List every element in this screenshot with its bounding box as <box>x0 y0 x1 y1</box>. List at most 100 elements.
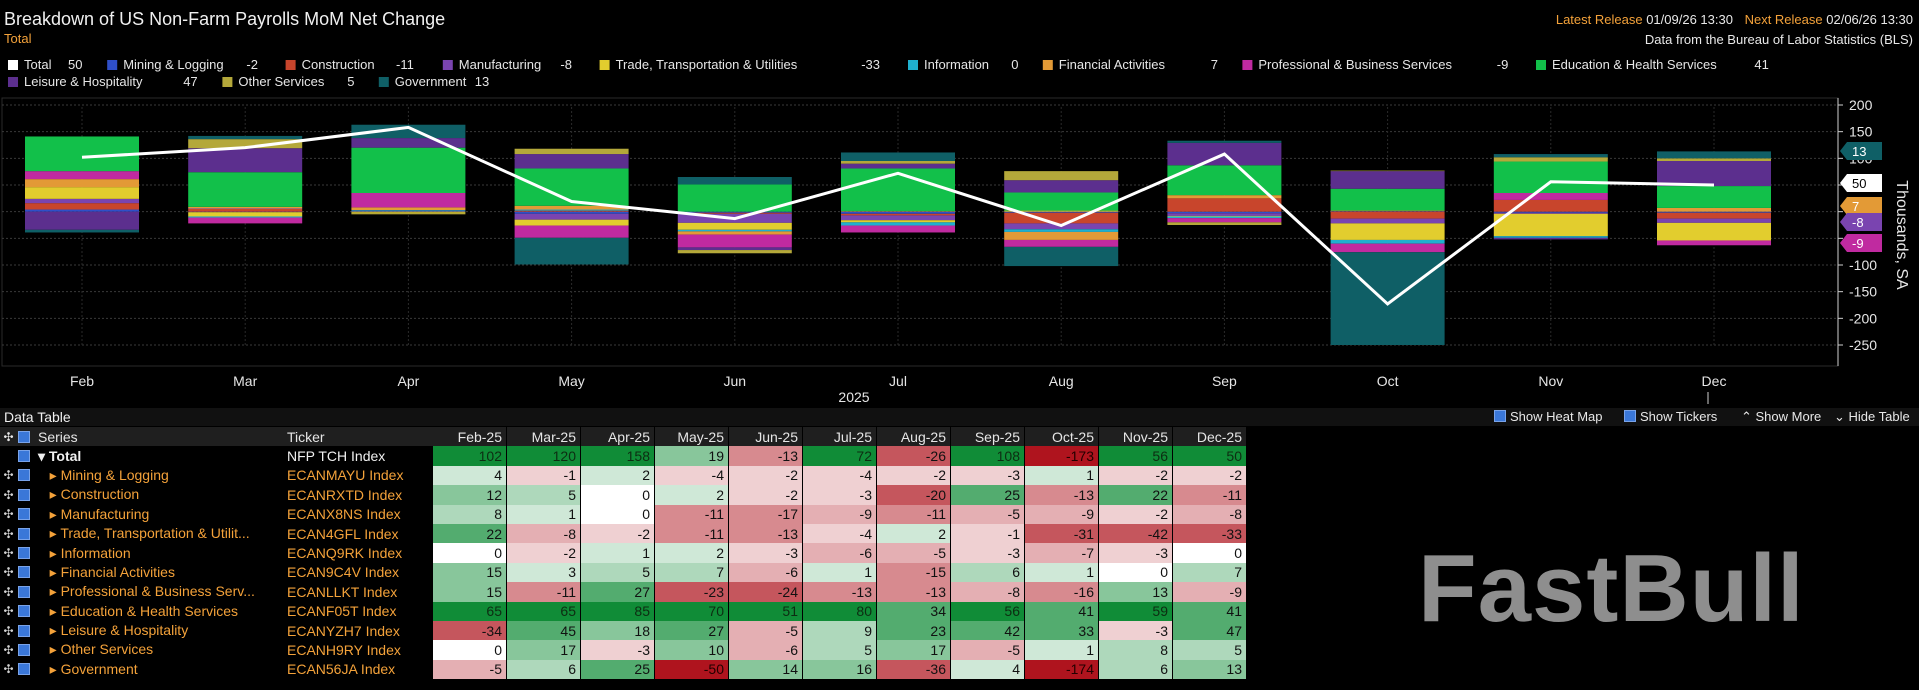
bar-segment <box>1657 211 1771 213</box>
ticker-column-header: Ticker <box>283 427 433 447</box>
legend-label: Information <box>924 57 989 72</box>
bar-segment <box>514 225 629 238</box>
row-checkbox[interactable] <box>17 543 34 562</box>
row-checkbox[interactable] <box>17 505 34 524</box>
table-row: ✣ ▸ Government ECAN56JA Index -5 6 25 -50 14 16… <box>0 659 1247 680</box>
row-checkbox[interactable] <box>17 485 34 504</box>
blank-cell <box>0 446 17 465</box>
series-name[interactable]: ▸ Construction <box>38 486 140 503</box>
legend-label: Manufacturing <box>459 57 541 72</box>
value-cell: -3 <box>580 640 655 660</box>
bar-segment <box>1004 239 1119 247</box>
value-cell: 16 <box>802 659 877 680</box>
series-name[interactable]: ▸ Leisure & Hospitality <box>38 622 189 639</box>
legend-value: 0 <box>1011 57 1018 72</box>
series-name[interactable]: ▸ Government <box>38 660 138 677</box>
move-row-icon[interactable]: ✣ <box>3 507 14 522</box>
x-year-label: 2025 <box>838 389 869 405</box>
move-row-icon[interactable]: ✣ <box>3 546 14 561</box>
move-row-icon[interactable]: ✣ <box>3 662 14 677</box>
move-row-icon[interactable]: ✣ <box>3 642 14 657</box>
legend-value: 47 <box>183 74 197 89</box>
series-name[interactable]: ▾ Total <box>38 447 82 464</box>
select-all-checkbox[interactable] <box>17 427 34 447</box>
x-tick-label: Apr <box>398 373 420 389</box>
legend-swatch <box>1536 60 1546 70</box>
legend-label: Other Services <box>238 74 324 89</box>
bar-segment <box>351 212 466 215</box>
move-all-icon[interactable]: ✣ <box>0 427 17 447</box>
value-cell: -6 <box>728 640 803 660</box>
move-row-icon[interactable]: ✣ <box>3 487 14 502</box>
bar-segment <box>677 212 792 214</box>
value-cell: 19 <box>654 446 729 466</box>
value-cell: -13 <box>728 523 803 544</box>
move-row-icon[interactable]: ✣ <box>3 623 14 638</box>
row-checkbox[interactable] <box>17 582 34 601</box>
row-checkbox[interactable] <box>17 524 34 543</box>
value-cell: -6 <box>728 562 803 583</box>
bar-segment <box>1004 171 1119 181</box>
show-heat-map-toggle[interactable]: Show Heat Map <box>1494 409 1603 424</box>
show-more-button[interactable]: ⌃ Show More <box>1741 409 1821 425</box>
row-checkbox[interactable] <box>17 602 34 621</box>
bar-segment <box>188 211 303 213</box>
checkbox-icon <box>17 585 30 598</box>
series-name[interactable]: ▸ Financial Activities <box>38 563 175 580</box>
legend-swatch <box>285 60 296 70</box>
move-row-icon[interactable]: ✣ <box>3 604 14 619</box>
row-checkbox[interactable] <box>17 660 34 679</box>
value-cell: 108 <box>950 446 1025 466</box>
series-name[interactable]: ▸ Mining & Logging <box>38 466 169 483</box>
bar-segment <box>1657 207 1771 212</box>
bar-segment <box>1330 239 1445 244</box>
value-cell: 65 <box>506 601 581 621</box>
row-checkbox[interactable] <box>17 446 34 465</box>
hide-table-button[interactable]: ⌄ Hide Table <box>1834 409 1910 425</box>
month-column-header: Jun-25 <box>728 427 803 447</box>
legend-label: Financial Activities <box>1059 57 1166 72</box>
month-column-header: Nov-25 <box>1098 427 1173 447</box>
value-cell: 2 <box>876 523 951 544</box>
bar-segment <box>514 209 629 211</box>
value-cell: 13 <box>1172 659 1247 680</box>
value-cell: -2 <box>728 465 803 486</box>
series-name[interactable]: ▸ Professional & Business Serv... <box>38 583 255 600</box>
total-line <box>81 125 1715 306</box>
chart-subtitle: Total <box>4 31 32 46</box>
value-cell: -9 <box>802 504 877 524</box>
move-row-icon[interactable]: ✣ <box>3 526 14 541</box>
row-checkbox[interactable] <box>17 640 34 659</box>
table-row: ✣ ▸ Other Services ECANH9RY Index 0 17 -3 10-… <box>0 640 1247 660</box>
value-cell: 158 <box>580 446 655 466</box>
value-badge <box>1840 213 1882 231</box>
value-cell: 12 <box>433 485 507 505</box>
series-name[interactable]: ▸ Trade, Transportation & Utilit... <box>38 525 250 542</box>
move-row-icon[interactable]: ✣ <box>3 565 14 580</box>
series-name[interactable]: ▸ Education & Health Services <box>38 602 239 619</box>
value-cell: -2 <box>1098 504 1173 524</box>
value-cell: 3 <box>506 562 581 583</box>
bar-segment <box>514 211 629 214</box>
value-cell: 6 <box>950 562 1025 583</box>
series-name[interactable]: ▸ Manufacturing <box>38 505 150 522</box>
y-tick-label: 150 <box>1849 124 1873 140</box>
row-checkbox[interactable] <box>17 466 34 485</box>
bar-segment <box>1657 161 1771 187</box>
move-row-icon[interactable]: ✣ <box>3 468 14 483</box>
value-cell: -5 <box>433 659 507 680</box>
ticker: ECAN4GFL Index <box>287 525 399 542</box>
row-checkbox[interactable] <box>17 621 34 640</box>
legend-swatch <box>8 77 18 87</box>
value-cell: 72 <box>802 446 877 466</box>
move-row-icon[interactable]: ✣ <box>3 584 14 599</box>
value-cell: -7 <box>1024 543 1099 563</box>
row-checkbox[interactable] <box>17 563 34 582</box>
series-name[interactable]: ▸ Other Services <box>38 641 154 658</box>
value-cell: 56 <box>1098 446 1173 466</box>
show-tickers-toggle[interactable]: Show Tickers <box>1624 409 1717 424</box>
bar-segment <box>1657 218 1771 223</box>
x-tick-label: Oct <box>1377 373 1399 389</box>
series-name[interactable]: ▸ Information <box>38 544 131 561</box>
bar-segment <box>1657 212 1771 219</box>
